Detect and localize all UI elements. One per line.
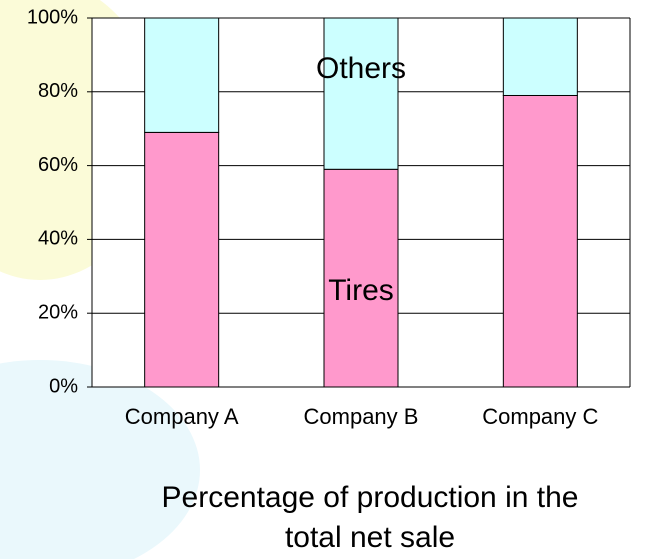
bar-segment (144, 17, 220, 133)
bar-segment (502, 94, 578, 388)
bar-segment (323, 17, 399, 170)
y-tick-label: 100% (27, 6, 78, 28)
x-tick-label: Company A (124, 404, 239, 429)
bar-segment (502, 17, 578, 96)
x-tick-label: Company C (482, 404, 599, 429)
chart-title: Percentage of production in the total ne… (161, 481, 579, 554)
y-tick-label: 0% (49, 375, 78, 397)
series-label: Tires (328, 274, 394, 307)
bar-segment (144, 131, 220, 388)
background-decoration (0, 360, 200, 559)
x-tick-label: Company B (303, 404, 419, 429)
bar-segment (323, 168, 399, 388)
y-tick-label: 20% (38, 301, 78, 323)
series-label: Others (316, 52, 406, 85)
y-tick-label: 40% (38, 228, 78, 250)
y-tick-label: 80% (38, 80, 78, 102)
y-tick-label: 60% (38, 154, 78, 176)
